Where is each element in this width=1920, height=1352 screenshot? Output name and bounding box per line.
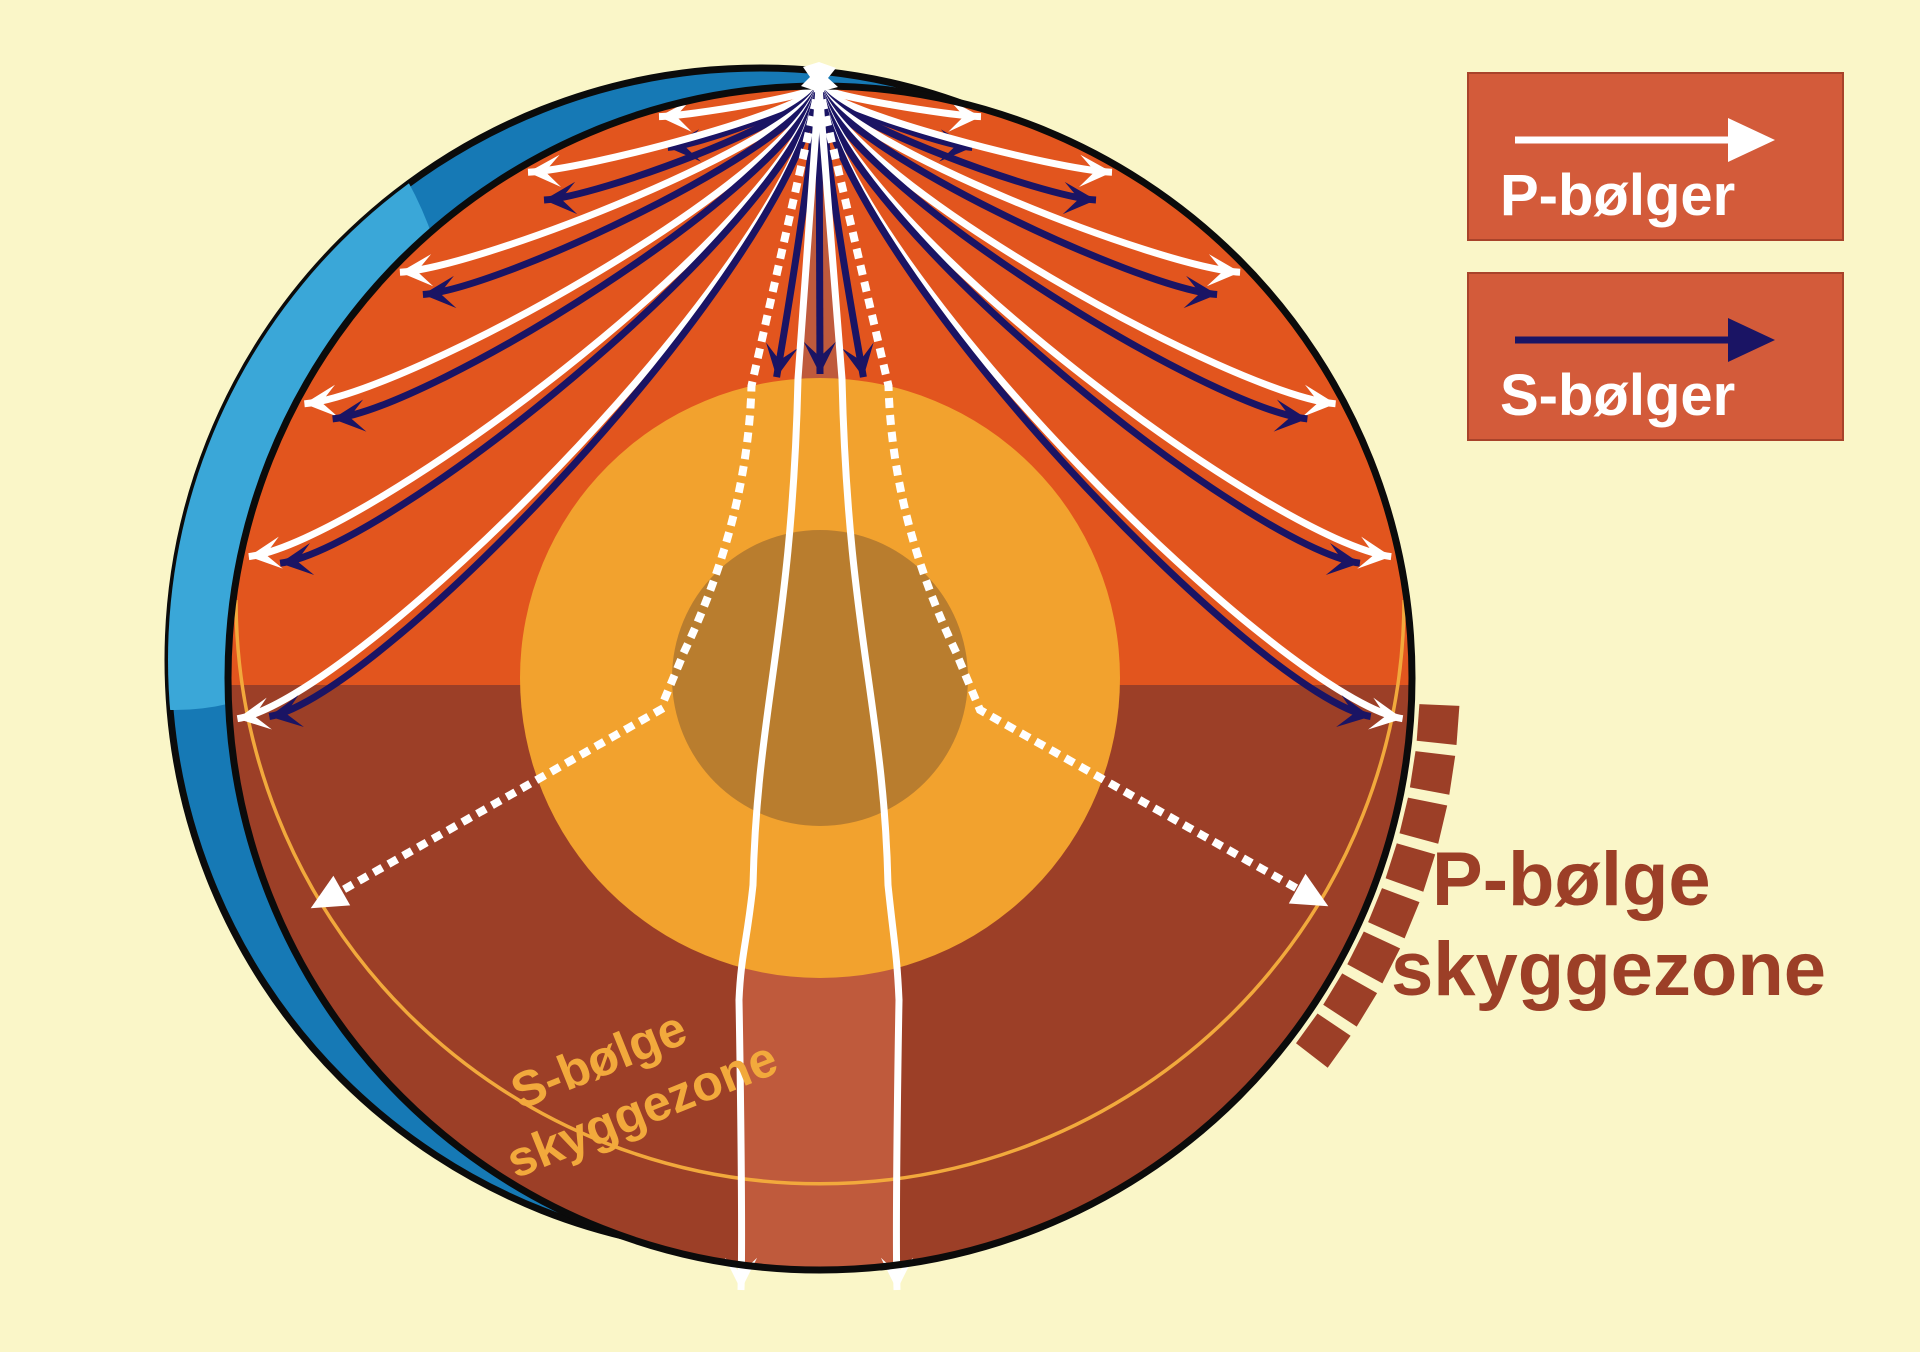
svg-text:skyggezone: skyggezone xyxy=(1391,927,1826,1012)
svg-text:S-bølger: S-bølger xyxy=(1500,363,1735,428)
svg-text:P-bølger: P-bølger xyxy=(1500,163,1735,228)
svg-text:P-bølge: P-bølge xyxy=(1432,837,1711,922)
